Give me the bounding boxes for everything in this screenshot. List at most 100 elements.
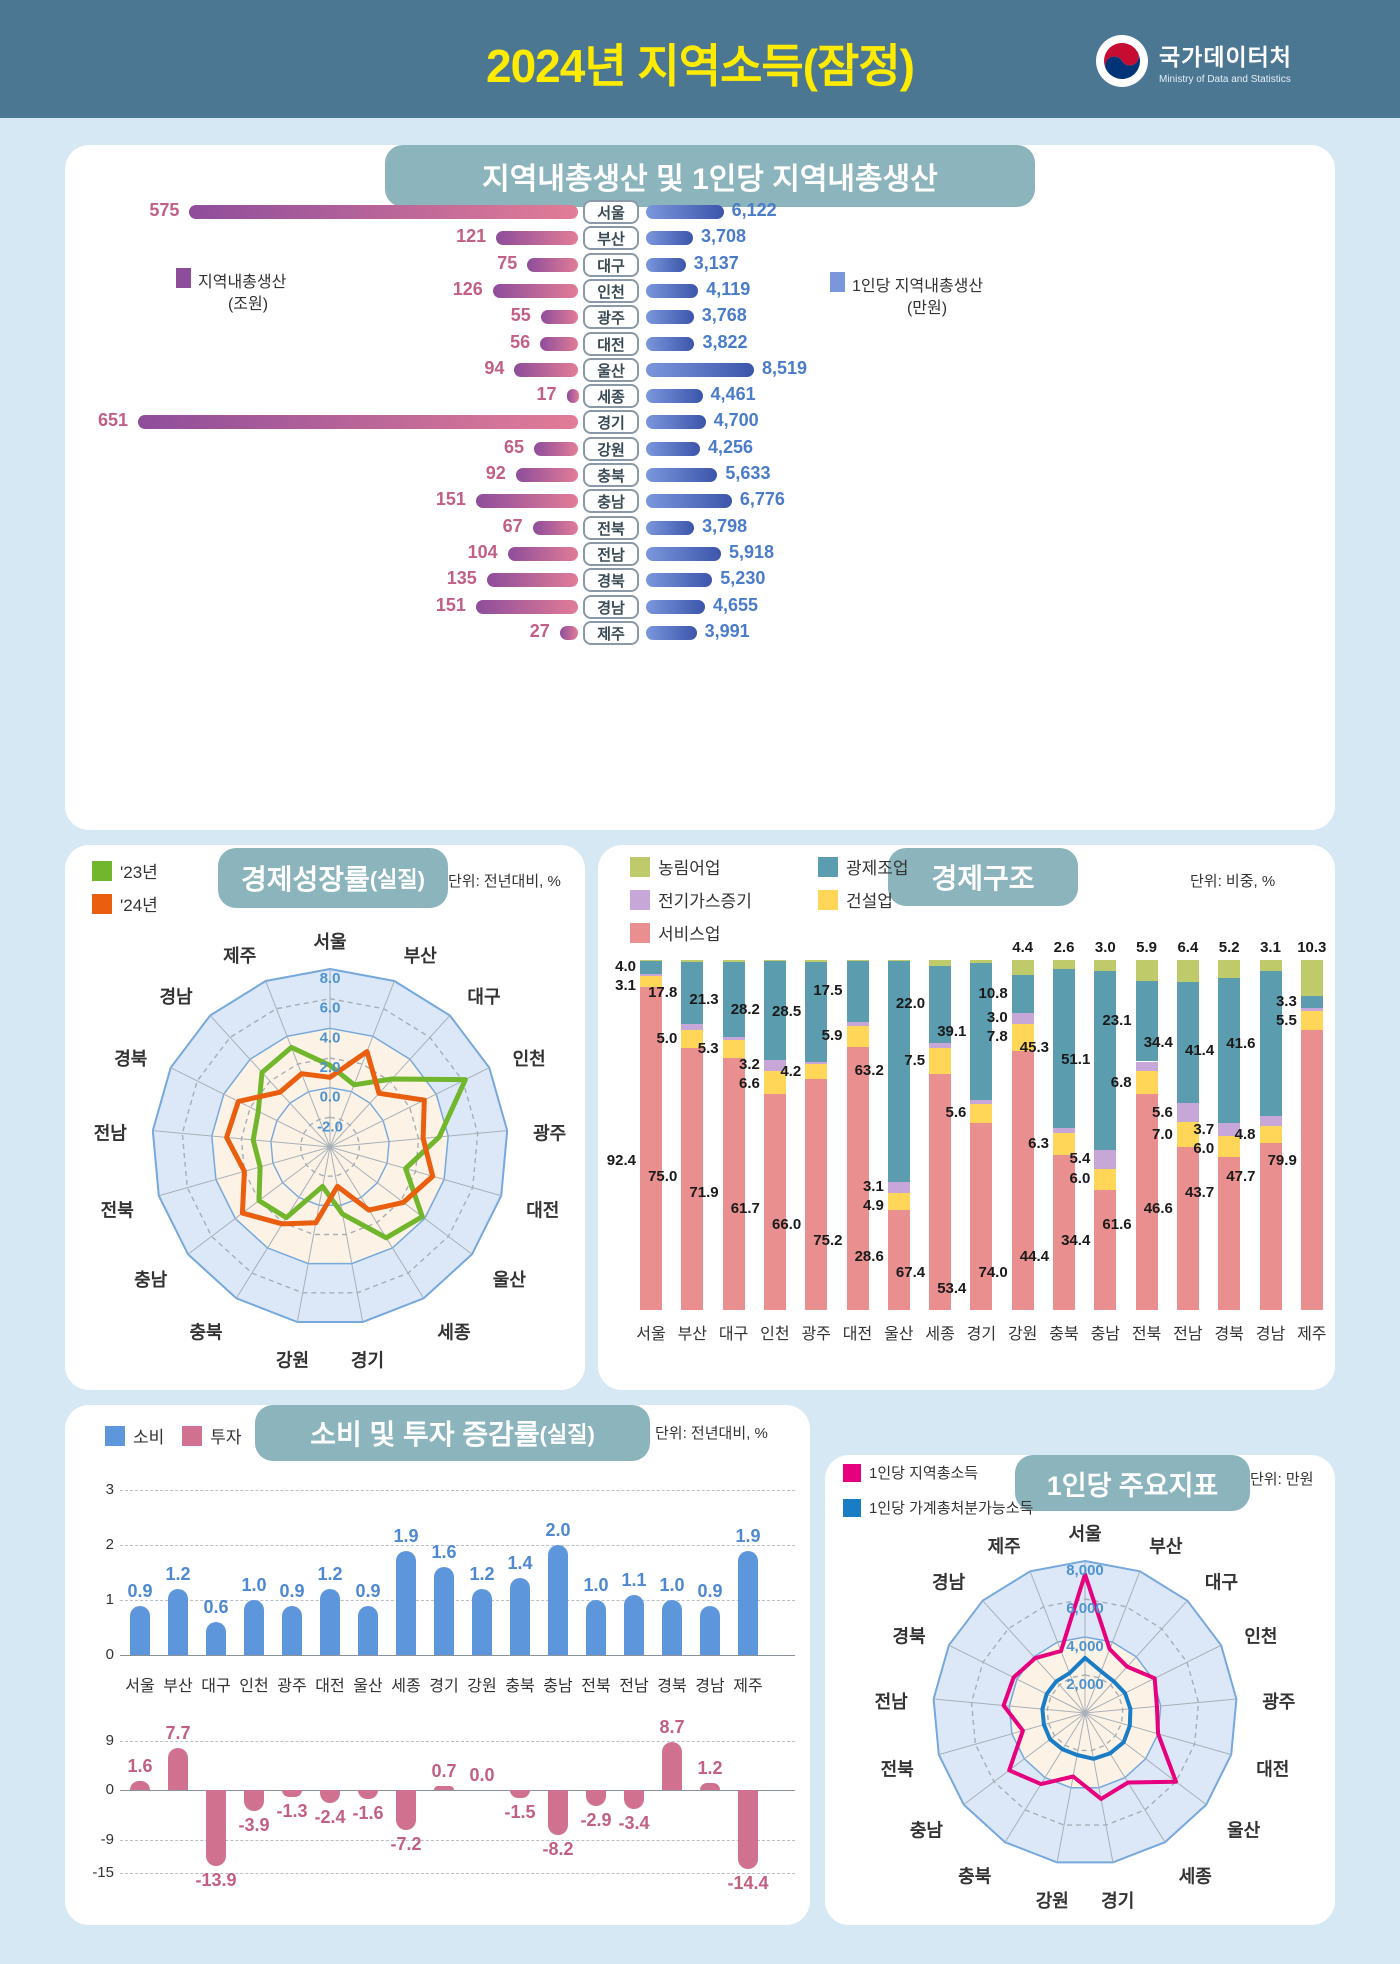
growth-title-main: 경제성장률 (241, 864, 370, 895)
growth-unit: 단위: 전년대비, % (448, 873, 561, 890)
radar-spoke (329, 980, 395, 1148)
investment-value: 1.2 (697, 1758, 723, 1779)
structure-label-mining: 28.5 (771, 1002, 802, 1020)
radar-axis-label-경남: 경남 (159, 987, 193, 1007)
consumption-value: 2.0 (545, 1520, 571, 1540)
structure-seg-serv (805, 1079, 828, 1310)
agency-name-en: Ministry of Data and Statistics (1159, 73, 1291, 85)
consumption-value: 1.2 (469, 1564, 495, 1584)
structure-label-mining: 3.3 (1275, 992, 1297, 1010)
consumption-bar (206, 1622, 226, 1655)
structure-seg-constr (887, 1192, 910, 1210)
structure-label-serv: 28.6 (854, 1248, 884, 1265)
grdp-right-value: 5,230 (720, 568, 766, 589)
structure-region-label: 경기 (966, 1326, 997, 1343)
structure-seg-constr (1053, 1132, 1075, 1155)
structure-label-mining: 63.2 (854, 1062, 884, 1080)
structure-seg-elec (1011, 1013, 1034, 1024)
radar-spoke (963, 1712, 1086, 1805)
grdp-right-value: 3,137 (693, 252, 739, 273)
radar-axis-label-광주: 광주 (1262, 1692, 1295, 1712)
consumption-bar (624, 1594, 644, 1655)
panel-grdp (65, 145, 1335, 830)
structure-seg-mining (805, 961, 828, 1062)
structure-seg-elec (1259, 1116, 1282, 1127)
structure-label-constr: 4.8 (1234, 1125, 1256, 1143)
investment-bar (662, 1742, 682, 1790)
structure-seg-constr (1135, 1070, 1158, 1095)
structure-seg-agri (1053, 960, 1075, 970)
radar-axis-label-서울: 서울 (1068, 1524, 1101, 1544)
consumption-value: 1.9 (735, 1525, 761, 1546)
pc-title: 1인당 주요지표 (1015, 1455, 1250, 1511)
structure-region-label: 제주 (1297, 1326, 1327, 1343)
consumption-value: 1.1 (621, 1569, 647, 1590)
structure-label-constr: 5.5 (1275, 1011, 1297, 1029)
legend-item-elec: 전기가스증기 (630, 887, 752, 912)
radar-tick-label: 2.0 (320, 1059, 341, 1076)
radar-spoke (329, 1146, 364, 1323)
radar-series-1 (1040, 1655, 1133, 1761)
radar-tick-label: 4,000 (1066, 1638, 1104, 1655)
grdp-right-value: 3,991 (704, 620, 750, 641)
legend-item-constr: 건설업 (818, 887, 909, 912)
grdp-left-legend-unit: (조원) (227, 296, 269, 313)
radar-axis-label-대전: 대전 (526, 1201, 559, 1221)
ci-region-label: 울산 (353, 1678, 383, 1695)
grdp-region-box: 경남 (583, 594, 639, 619)
legend-item-disposable-income: 1인당 가계총처분가능소득 (843, 1497, 1033, 1518)
radar-axis-label-울산: 울산 (493, 1270, 527, 1290)
consumption-value: 0.9 (127, 1580, 153, 1601)
structure-legend-col1: 농림어업 전기가스증기 서비스업 (630, 854, 752, 953)
radar-spoke (329, 1130, 508, 1148)
legend-swatch-2024 (92, 893, 112, 914)
investment-bar (510, 1790, 530, 1799)
structure-seg-agri (1218, 960, 1241, 979)
radar-axis-label-제주: 제주 (223, 946, 256, 966)
grdp-left-value: 75 (497, 252, 518, 273)
structure-label-constr: 5.0 (656, 1029, 678, 1047)
gridline (120, 1790, 795, 1791)
grdp-region-box: 제주 (583, 620, 639, 645)
radar-axis-label-강원: 강원 (276, 1350, 309, 1370)
legend-item-2023: '23년 (92, 858, 158, 883)
ci-region-label: 대구 (201, 1678, 231, 1695)
grdp-left-bar (534, 441, 578, 456)
structure-region-label: 울산 (884, 1326, 914, 1343)
investment-value: 0.0 (469, 1765, 495, 1785)
structure-seg-mining (1218, 978, 1241, 1124)
legend-swatch-mining (818, 856, 838, 877)
structure-seg-constr (1259, 1126, 1282, 1144)
grdp-left-value: 67 (502, 515, 523, 536)
grdp-left-bar (540, 336, 578, 351)
structure-region-label: 전북 (1131, 1326, 1162, 1343)
grdp-region-box: 인천 (583, 278, 639, 303)
investment-value: 1.6 (127, 1756, 153, 1777)
radar-axis-label-충북: 충북 (958, 1866, 991, 1886)
consumption-bar (434, 1567, 454, 1655)
grdp-right-bar (646, 520, 695, 535)
structure-label-agri: 6.4 (1177, 939, 1199, 956)
structure-region-label: 충북 (1049, 1326, 1079, 1343)
grdp-right-bar (646, 599, 705, 614)
radar-axis-label-경기: 경기 (1101, 1891, 1134, 1911)
radar-spoke (1029, 1571, 1086, 1714)
structure-seg-serv (1053, 1154, 1075, 1310)
consumption-value: 0.6 (203, 1597, 229, 1617)
grdp-region-box: 충남 (583, 489, 639, 514)
grdp-region-box: 강원 (583, 436, 639, 461)
consumption-value: 1.9 (393, 1525, 419, 1546)
structure-label-mining: 41.4 (1184, 1041, 1215, 1059)
structure-label-constr: 5.6 (945, 1104, 967, 1122)
investment-bar (738, 1790, 758, 1870)
structure-label-mining: 17.8 (648, 984, 678, 1002)
grdp-left-value: 121 (456, 226, 487, 247)
radar-ring (270, 1086, 390, 1206)
grdp-right-value: 4,461 (710, 384, 756, 405)
structure-label-serv: 79.9 (1267, 1152, 1297, 1169)
radar-axis-label-인천: 인천 (1244, 1627, 1277, 1647)
structure-seg-agri (846, 960, 869, 961)
structure-label-serv: 75.2 (813, 1232, 843, 1249)
ci-region-label: 제주 (733, 1678, 763, 1695)
consumption-bar (510, 1578, 530, 1655)
